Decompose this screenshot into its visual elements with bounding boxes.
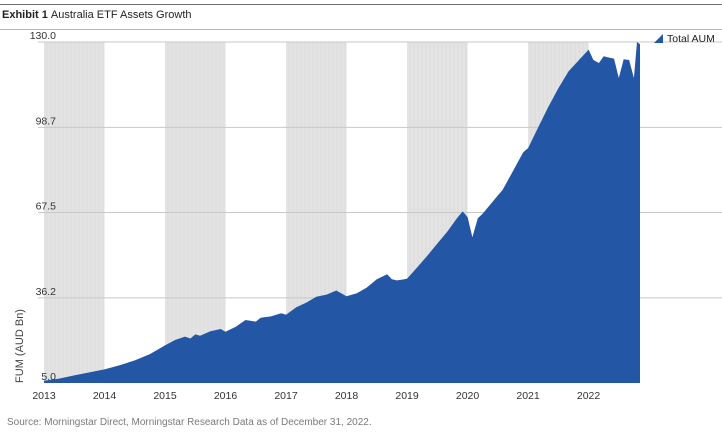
series-area-total-aum <box>44 42 640 383</box>
x-tick-label: 2020 <box>456 390 480 402</box>
y-tick-label: 5.0 <box>41 371 56 383</box>
y-tick-label: 36.2 <box>36 286 57 298</box>
legend: Total AUM <box>654 33 715 45</box>
y-axis-label: FUM (AUD Bn) <box>14 309 26 383</box>
chart-title: Australia ETF Assets Growth <box>50 9 192 21</box>
x-tick-label: 2016 <box>214 390 238 402</box>
title-rule <box>0 29 722 30</box>
x-tick-label: 2017 <box>274 390 298 402</box>
exhibit-title: Exhibit 1 Australia ETF Assets Growth <box>2 9 192 21</box>
x-tick-label: 2014 <box>93 390 117 402</box>
series-layer <box>44 42 640 383</box>
x-tick-label: 2022 <box>577 390 601 402</box>
x-tick-label: 2019 <box>395 390 419 402</box>
y-tick-label: 130.0 <box>30 30 56 42</box>
x-tick-labels: 2013 2014 2015 2016 2017 2018 2019 2020 2021 2022 <box>32 390 600 402</box>
x-tick-label: 2018 <box>335 390 359 402</box>
y-tick-label: 98.7 <box>36 115 57 127</box>
x-tick-label: 2013 <box>32 390 56 402</box>
y-tick-label: 67.5 <box>36 201 57 213</box>
source-note: Source: Morningstar Direct, Morningstar … <box>7 417 372 428</box>
exhibit-label: Exhibit 1 <box>2 9 48 21</box>
x-tick-label: 2021 <box>516 390 540 402</box>
legend-label-total-aum: Total AUM <box>667 33 715 45</box>
top-rule <box>0 4 722 5</box>
x-tick-label: 2015 <box>153 390 177 402</box>
legend-swatch-total-aum <box>654 34 663 43</box>
y-tick-labels: 5.0 36.2 67.5 98.7 130.0 <box>30 30 56 383</box>
